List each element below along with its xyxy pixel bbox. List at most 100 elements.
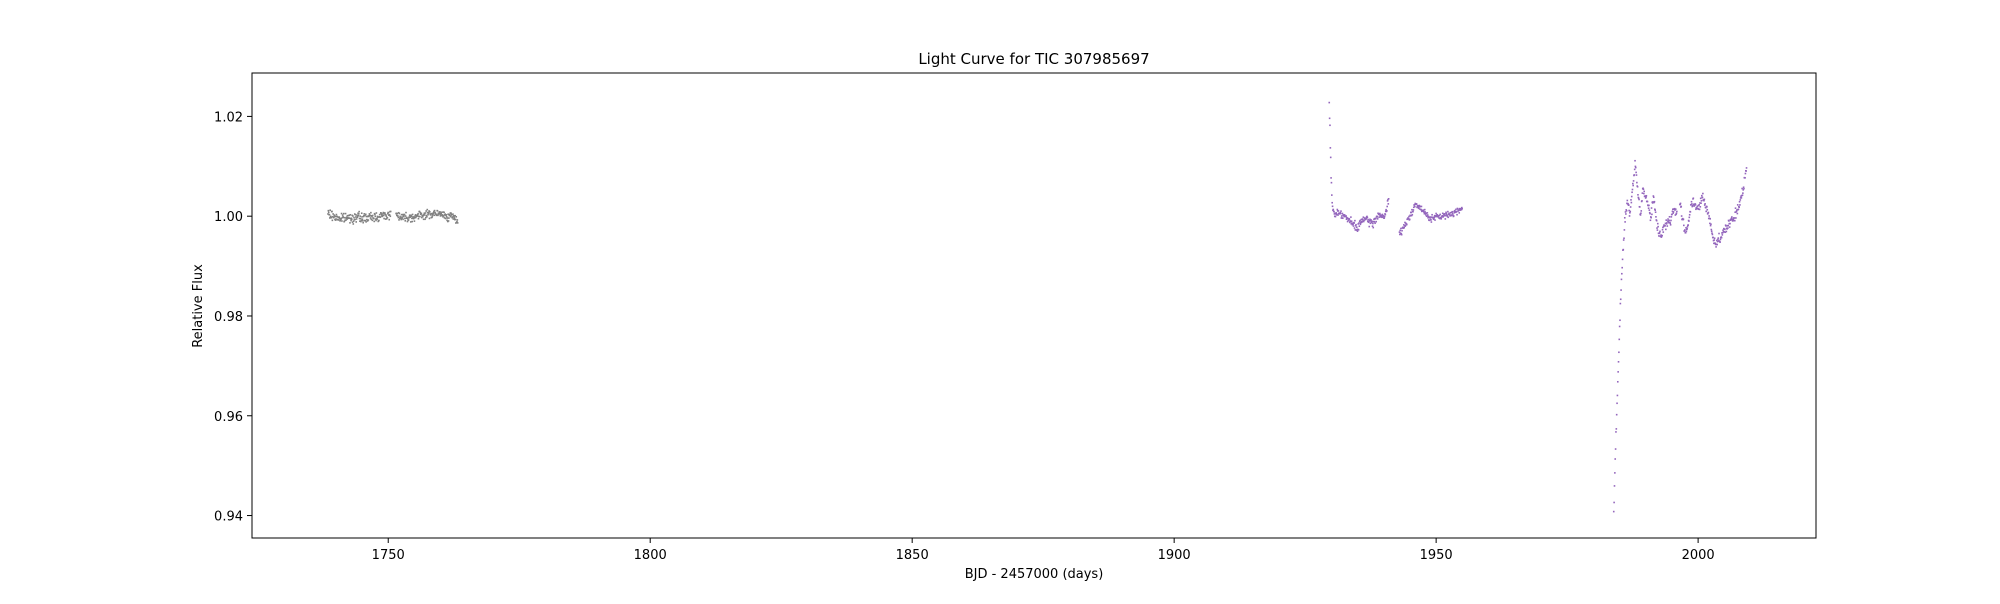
data-point [413,216,415,218]
data-point [1404,225,1407,227]
data-point [1336,208,1339,211]
data-point [438,213,440,216]
data-point [1329,147,1332,149]
data-point [1409,215,1412,217]
data-point [1435,212,1437,215]
data-point [338,216,341,219]
data-point [409,214,411,217]
data-point [1380,216,1382,218]
data-point [1432,216,1434,219]
data-point [371,219,374,222]
data-point [366,220,369,222]
data-point [444,213,447,215]
data-point [1617,361,1620,363]
data-point [449,215,452,218]
data-point [1433,214,1436,217]
data-point [352,223,355,225]
plot-area-frame [251,72,1817,539]
data-point [454,214,456,217]
data-point [430,212,433,215]
data-point [1405,223,1408,226]
data-point [1633,168,1636,171]
data-point [1458,209,1460,211]
data-point [433,209,436,212]
data-point [1399,233,1401,236]
data-point [341,216,344,219]
data-point [1333,210,1335,213]
data-point [1742,189,1745,191]
data-point [1376,218,1379,220]
data-point [1711,232,1713,235]
data-point [433,214,436,217]
data-point [1729,222,1731,225]
data-point [1345,215,1347,217]
data-point [1710,228,1713,231]
data-point [1691,203,1693,205]
x-tick-label: 1950 [1420,548,1453,563]
data-point [380,212,382,215]
data-point [1636,181,1638,184]
data-point [1733,217,1736,219]
data-point [331,215,334,218]
data-point [1667,218,1669,220]
data-point [1653,200,1656,203]
data-point [1652,195,1655,197]
data-point [1692,203,1695,206]
data-point [1451,210,1454,213]
data-point [1438,214,1441,217]
data-point [402,218,404,221]
data-point [1331,194,1333,196]
data-point [349,213,352,216]
data-point [1350,223,1353,225]
data-point [1616,380,1619,383]
data-point [1454,209,1456,212]
data-point [1452,215,1455,217]
data-point [1622,239,1625,241]
data-point [1666,221,1668,224]
data-point [1669,222,1672,225]
data-point [408,216,411,219]
data-point [1455,210,1458,213]
data-point [1650,207,1653,209]
data-point [401,213,404,216]
data-point [1377,212,1380,215]
data-point [1618,338,1621,341]
data-point [1420,208,1422,211]
data-point [1452,214,1454,216]
data-point [1328,101,1331,104]
data-point [354,218,356,221]
data-point [361,216,363,218]
data-point [1699,205,1702,208]
data-point [1615,413,1618,416]
data-point [1618,351,1620,354]
data-point [1638,206,1641,208]
data-point [1619,319,1621,322]
data-point [1441,214,1444,217]
data-point [1448,212,1450,215]
data-point [1625,210,1628,212]
data-point [1624,221,1626,223]
data-point [363,213,366,215]
data-point [1727,224,1729,227]
data-point [1366,216,1369,219]
data-point [1717,237,1720,239]
data-point [1387,203,1390,205]
data-point [452,213,454,215]
data-point [1418,208,1421,210]
data-point [419,211,422,214]
data-point [455,215,458,218]
data-point [369,215,371,217]
data-point [428,217,431,220]
data-point [1354,224,1357,227]
data-point [455,221,458,224]
data-point [373,217,375,220]
data-point [1661,234,1663,237]
data-point [420,216,423,219]
data-point [1357,223,1360,225]
x-tick-label: 2000 [1682,548,1715,563]
data-point [1423,208,1426,211]
data-point [1632,184,1634,187]
data-point [1425,214,1427,216]
